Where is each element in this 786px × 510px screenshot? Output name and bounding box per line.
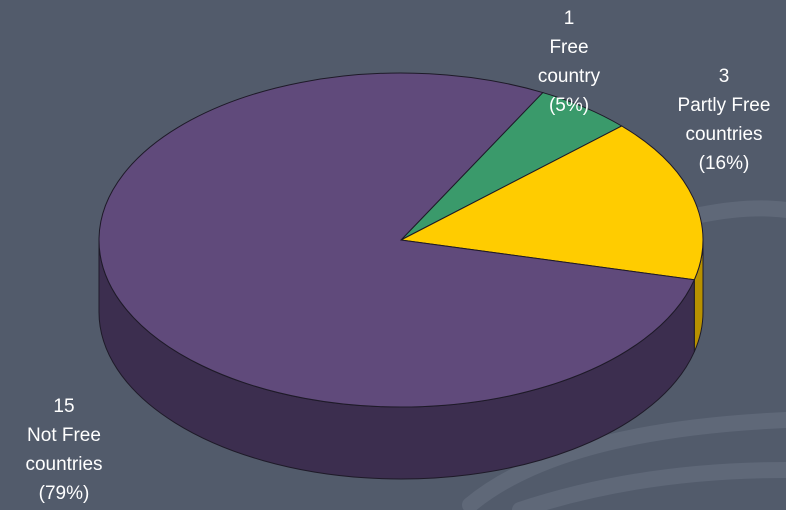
slice-label-free: 1 Free country (5%) [520, 4, 618, 120]
pie-top [98, 72, 704, 408]
slice-label-partly-free-percent: (16%) [698, 153, 750, 174]
slice-label-free-unit: country [537, 66, 601, 87]
pie-slice-partly-free [399, 125, 704, 281]
slice-label-free-percent: (5%) [548, 95, 590, 116]
slice-label-partly-free: 3 Partly Free countries (16%) [662, 62, 786, 178]
slice-label-not-free-unit: countries [25, 454, 103, 475]
slice-label-not-free-count: 15 [53, 396, 75, 417]
slice-label-not-free-percent: (79%) [38, 483, 90, 504]
slice-label-not-free: 15 Not Free countries (79%) [10, 392, 118, 508]
slice-label-free-name: Free [549, 37, 589, 58]
slice-label-not-free-name: Not Free [27, 425, 101, 446]
background-decor [462, 200, 786, 510]
slice-label-partly-free-name: Partly Free [677, 95, 771, 116]
slice-label-partly-free-count: 3 [718, 66, 730, 87]
slice-label-partly-free-unit: countries [685, 124, 763, 145]
slice-label-free-count: 1 [563, 8, 575, 29]
pie-slice-not-free [98, 72, 696, 408]
